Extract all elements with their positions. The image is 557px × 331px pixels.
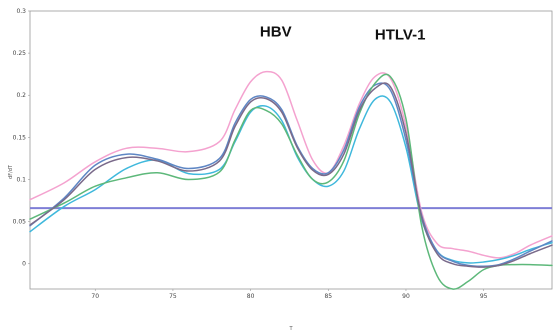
y-tick-label-4: 0.2: [16, 92, 26, 99]
y-tick-label-0: 0: [22, 261, 26, 268]
x-tick-label-0: 70: [91, 293, 99, 300]
x-tick-label-5: 95: [480, 293, 488, 300]
x-axis-ticks: 70 75 80 85 90 95: [91, 289, 488, 300]
y-tick-label-5: 0.25: [13, 50, 27, 57]
annotation-htlv-1: HTLV-1: [375, 27, 426, 44]
annotation-hbv: HBV: [260, 23, 292, 40]
x-tick-label-2: 80: [247, 293, 255, 300]
y-tick-label-6: 0.3: [16, 8, 26, 15]
annotations: HBV HTLV-1: [260, 23, 426, 43]
series-group: [29, 70, 553, 290]
x-axis-label: T: [288, 326, 293, 331]
x-tick-label-4: 90: [402, 293, 410, 300]
plot-border: [29, 10, 553, 290]
series-line-4: [29, 82, 553, 268]
y-axis-ticks: 0 0.05 0.1 0.15 0.2 0.25 0.3: [13, 8, 30, 268]
x-tick-label-1: 75: [169, 293, 177, 300]
series-line-0: [29, 70, 553, 259]
y-axis-label: dF/dT: [8, 164, 14, 179]
series-line-3: [29, 73, 553, 290]
y-tick-label-2: 0.1: [16, 176, 26, 183]
y-tick-label-1: 0.05: [13, 219, 27, 226]
y-tick-label-3: 0.15: [13, 134, 27, 141]
x-tick-label-3: 85: [324, 293, 332, 300]
